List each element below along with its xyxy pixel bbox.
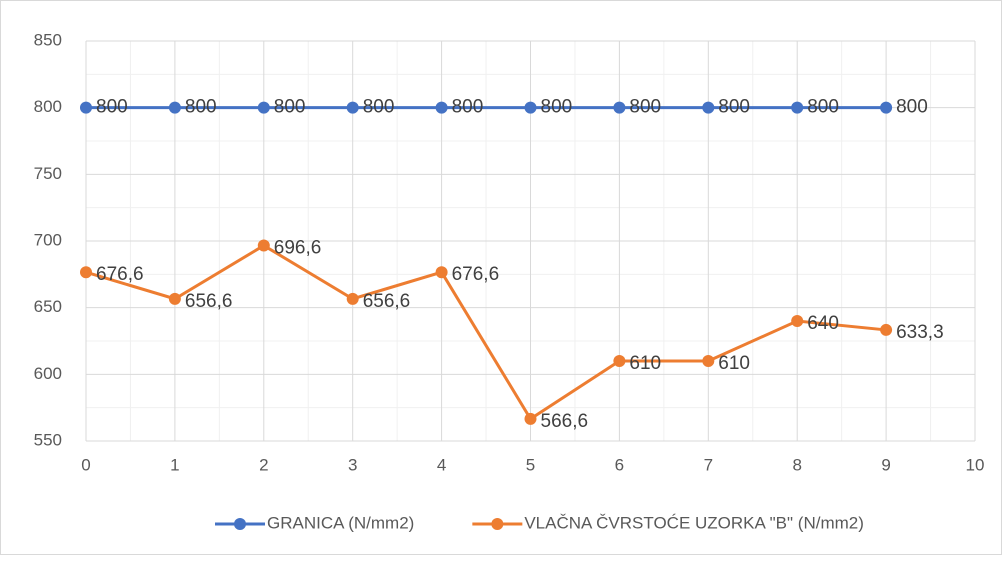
marker xyxy=(524,412,537,425)
marker xyxy=(346,101,359,114)
data-label: 800 xyxy=(363,97,395,118)
marker xyxy=(880,323,893,336)
marker xyxy=(702,355,715,367)
y-tick-label: 850 xyxy=(34,30,62,49)
marker xyxy=(168,292,181,305)
y-tick-label: 800 xyxy=(34,97,62,116)
data-label: 800 xyxy=(185,97,217,118)
marker xyxy=(168,101,181,114)
y-tick-label: 650 xyxy=(34,297,62,316)
data-label: 696,6 xyxy=(274,238,322,259)
data-label: 640 xyxy=(807,313,839,334)
data-label: 676,6 xyxy=(452,264,500,285)
x-tick-label: 7 xyxy=(704,455,713,474)
x-tick-label: 6 xyxy=(615,455,624,474)
marker xyxy=(80,101,92,114)
legend-marker xyxy=(491,518,504,530)
data-label: 566,6 xyxy=(541,411,589,432)
marker xyxy=(346,292,359,305)
y-tick-label: 550 xyxy=(34,430,62,449)
marker xyxy=(613,355,626,367)
data-label: 800 xyxy=(896,97,928,118)
data-label: 676,6 xyxy=(96,264,144,285)
data-label: 800 xyxy=(274,97,306,118)
x-tick-label: 3 xyxy=(348,455,357,474)
x-tick-label: 10 xyxy=(966,455,985,474)
legend-label: GRANICA (N/mm2) xyxy=(267,513,414,532)
x-tick-label: 5 xyxy=(526,455,535,474)
data-label: 800 xyxy=(96,97,128,118)
marker xyxy=(80,266,92,279)
x-tick-label: 4 xyxy=(437,455,446,474)
x-tick-label: 0 xyxy=(81,455,90,474)
marker xyxy=(435,101,448,114)
marker xyxy=(257,101,270,114)
x-tick-label: 2 xyxy=(259,455,268,474)
marker xyxy=(791,101,804,114)
marker xyxy=(880,101,893,114)
x-tick-label: 1 xyxy=(170,455,179,474)
marker xyxy=(613,101,626,114)
data-label: 800 xyxy=(629,97,661,118)
legend-marker xyxy=(234,518,246,530)
marker xyxy=(524,101,537,114)
marker xyxy=(791,315,804,327)
data-label: 656,6 xyxy=(363,291,411,312)
marker xyxy=(257,239,270,252)
y-tick-label: 750 xyxy=(34,164,62,183)
x-tick-label: 9 xyxy=(881,455,890,474)
data-label: 656,6 xyxy=(185,291,233,312)
data-label: 800 xyxy=(718,97,750,118)
marker xyxy=(435,266,448,279)
data-label: 800 xyxy=(452,97,484,118)
legend-label: VLAČNA ČVRSTOĆE UZORKA "B" (N/mm2) xyxy=(524,513,864,532)
y-tick-label: 700 xyxy=(34,230,62,249)
series-line xyxy=(85,243,887,421)
marker xyxy=(702,101,715,114)
data-label: 610 xyxy=(718,353,750,374)
x-tick-label: 8 xyxy=(792,455,801,474)
data-label: 800 xyxy=(541,97,573,118)
data-label: 800 xyxy=(807,97,839,118)
data-label: 610 xyxy=(629,353,661,374)
data-label: 633,3 xyxy=(896,322,944,343)
y-tick-label: 600 xyxy=(34,364,62,383)
